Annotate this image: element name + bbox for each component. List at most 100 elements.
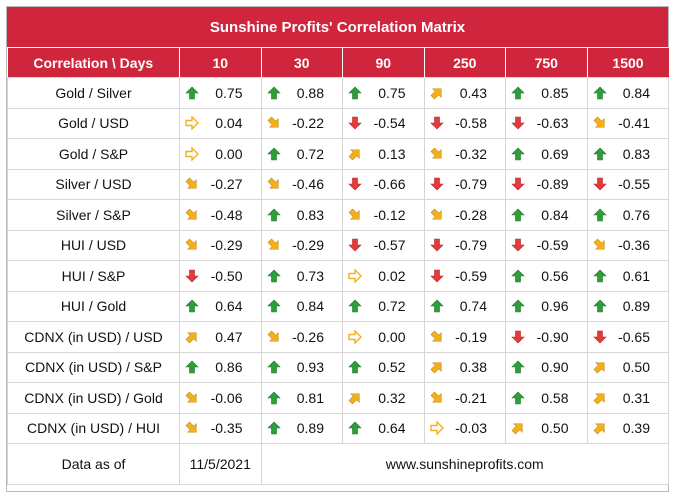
footer-label: Data as of [7,443,180,485]
correlation-cell: 0.84 [586,77,669,109]
correlation-value: 0.84 [541,206,569,223]
arrow-down-right-icon [593,116,605,128]
correlation-value: 0.90 [541,359,569,376]
correlation-value: 0.84 [622,84,650,101]
arrow-up-icon [348,360,362,374]
row-label-gold-usd: Gold / USD [7,107,180,139]
correlation-cell: 0.50 [505,412,588,444]
header-row: Correlation \ Days 10 30 90 250 750 1500 [7,48,669,78]
correlation-value: -0.66 [373,176,406,193]
correlation-value: 0.38 [459,359,487,376]
arrow-down-icon [429,238,444,252]
arrow-down-icon [348,238,362,252]
row-label-gold-silver: Gold / Silver [7,77,180,109]
correlation-value: -0.21 [455,389,487,406]
table-row: CDNX (in USD) / USD 0.47 -0.26 0.00 -0.19 -0.… [7,321,669,353]
arrow-down-icon [429,177,444,191]
correlation-cell: 0.64 [342,412,425,444]
arrow-up-right-icon [593,393,605,405]
correlation-cell: -0.46 [260,168,343,200]
table-row: HUI / USD -0.29 -0.29 -0.57 -0.79 -0.59 -0.36 [7,229,669,261]
arrow-up-icon [266,269,281,283]
correlation-cell: 0.74 [423,290,506,322]
arrow-up-right-icon [593,362,605,374]
arrow-down-icon [592,177,607,191]
correlation-cell: 0.00 [179,138,262,170]
correlation-cell: -0.79 [423,168,506,200]
correlation-cell: -0.48 [179,199,262,231]
correlation-value: 0.74 [459,298,487,315]
arrow-up-icon [511,269,525,283]
correlation-cell: -0.21 [423,382,506,414]
correlation-value: 0.50 [541,420,569,437]
correlation-value: -0.19 [455,328,487,345]
header-days-250: 250 [424,48,506,78]
correlation-cell: 0.52 [342,351,425,383]
correlation-cell: 0.75 [342,77,425,109]
arrow-up-right-icon [348,149,360,161]
correlation-value: 0.64 [378,420,406,437]
arrow-down-right-icon [267,238,279,250]
arrow-up-icon [266,86,281,100]
arrow-right-icon [185,116,199,131]
header-days-90: 90 [342,48,425,78]
correlation-cell: -0.36 [586,229,669,261]
correlation-value: -0.59 [536,237,569,254]
row-label-cdnx-in-usd-s-p: CDNX (in USD) / S&P [7,351,180,383]
correlation-value: 0.83 [622,145,650,162]
table-row: HUI / S&P -0.50 0.73 0.02 -0.59 0.56 0.61 [7,260,669,292]
correlation-value: 0.39 [622,420,650,437]
arrow-down-icon [429,269,444,283]
arrow-up-right-icon [593,423,605,435]
correlation-value: -0.29 [292,237,324,254]
correlation-cell: 0.47 [179,321,262,353]
correlation-value: -0.57 [373,237,406,254]
correlation-cell: -0.55 [586,168,669,200]
arrow-up-icon [348,299,362,313]
arrow-down-icon [511,238,525,252]
table-row: HUI / Gold 0.64 0.84 0.72 0.74 0.96 0.89 [7,290,669,322]
correlation-value: -0.79 [455,176,487,193]
correlation-value: -0.35 [210,420,243,437]
arrow-up-icon [266,421,281,435]
correlation-cell: 0.50 [586,351,669,383]
correlation-value: 0.02 [378,267,406,284]
correlation-value: -0.63 [536,115,569,132]
arrow-up-icon [511,360,525,374]
correlation-cell: 0.04 [179,107,262,139]
correlation-cell: 0.13 [342,138,425,170]
correlation-value: -0.90 [536,328,569,345]
correlation-cell: 0.72 [342,290,425,322]
correlation-cell: 0.75 [179,77,262,109]
row-label-silver-s-p: Silver / S&P [7,199,180,231]
correlation-cell: 0.88 [260,77,343,109]
correlation-cell: 0.61 [586,260,669,292]
arrow-down-right-icon [430,330,442,342]
correlation-value: 0.31 [622,389,650,406]
correlation-value: 0.83 [296,206,324,223]
correlation-value: -0.50 [210,267,243,284]
correlation-value: -0.36 [618,237,650,254]
arrow-down-icon [511,116,525,130]
correlation-value: 0.61 [622,267,650,284]
correlation-matrix: Sunshine Profits' Correlation Matrix Cor… [6,6,669,492]
correlation-cell: -0.29 [179,229,262,261]
row-label-cdnx-in-usd-usd: CDNX (in USD) / USD [7,321,180,353]
header-days-1500: 1500 [587,48,669,78]
correlation-value: 0.50 [622,359,650,376]
correlation-value: -0.79 [455,237,487,254]
correlation-value: -0.26 [292,328,324,345]
table-row: Silver / S&P -0.48 0.83 -0.12 -0.28 0.84 0.76 [7,199,669,231]
arrow-down-icon [348,177,362,191]
table-row: CDNX (in USD) / HUI -0.35 0.89 0.64 -0.03 0.5… [7,412,669,444]
correlation-cell: -0.89 [505,168,588,200]
footer-website: www.sunshineprofits.com [260,443,669,485]
correlation-value: -0.29 [210,237,243,254]
correlation-cell: -0.19 [423,321,506,353]
correlation-cell: -0.79 [423,229,506,261]
correlation-value: 0.84 [296,298,324,315]
correlation-cell: 0.31 [586,382,669,414]
table-row: Gold / S&P 0.00 0.72 0.13 -0.32 0.69 0.83 [7,138,669,170]
arrow-down-right-icon [593,238,605,250]
correlation-value: 0.96 [541,298,569,315]
